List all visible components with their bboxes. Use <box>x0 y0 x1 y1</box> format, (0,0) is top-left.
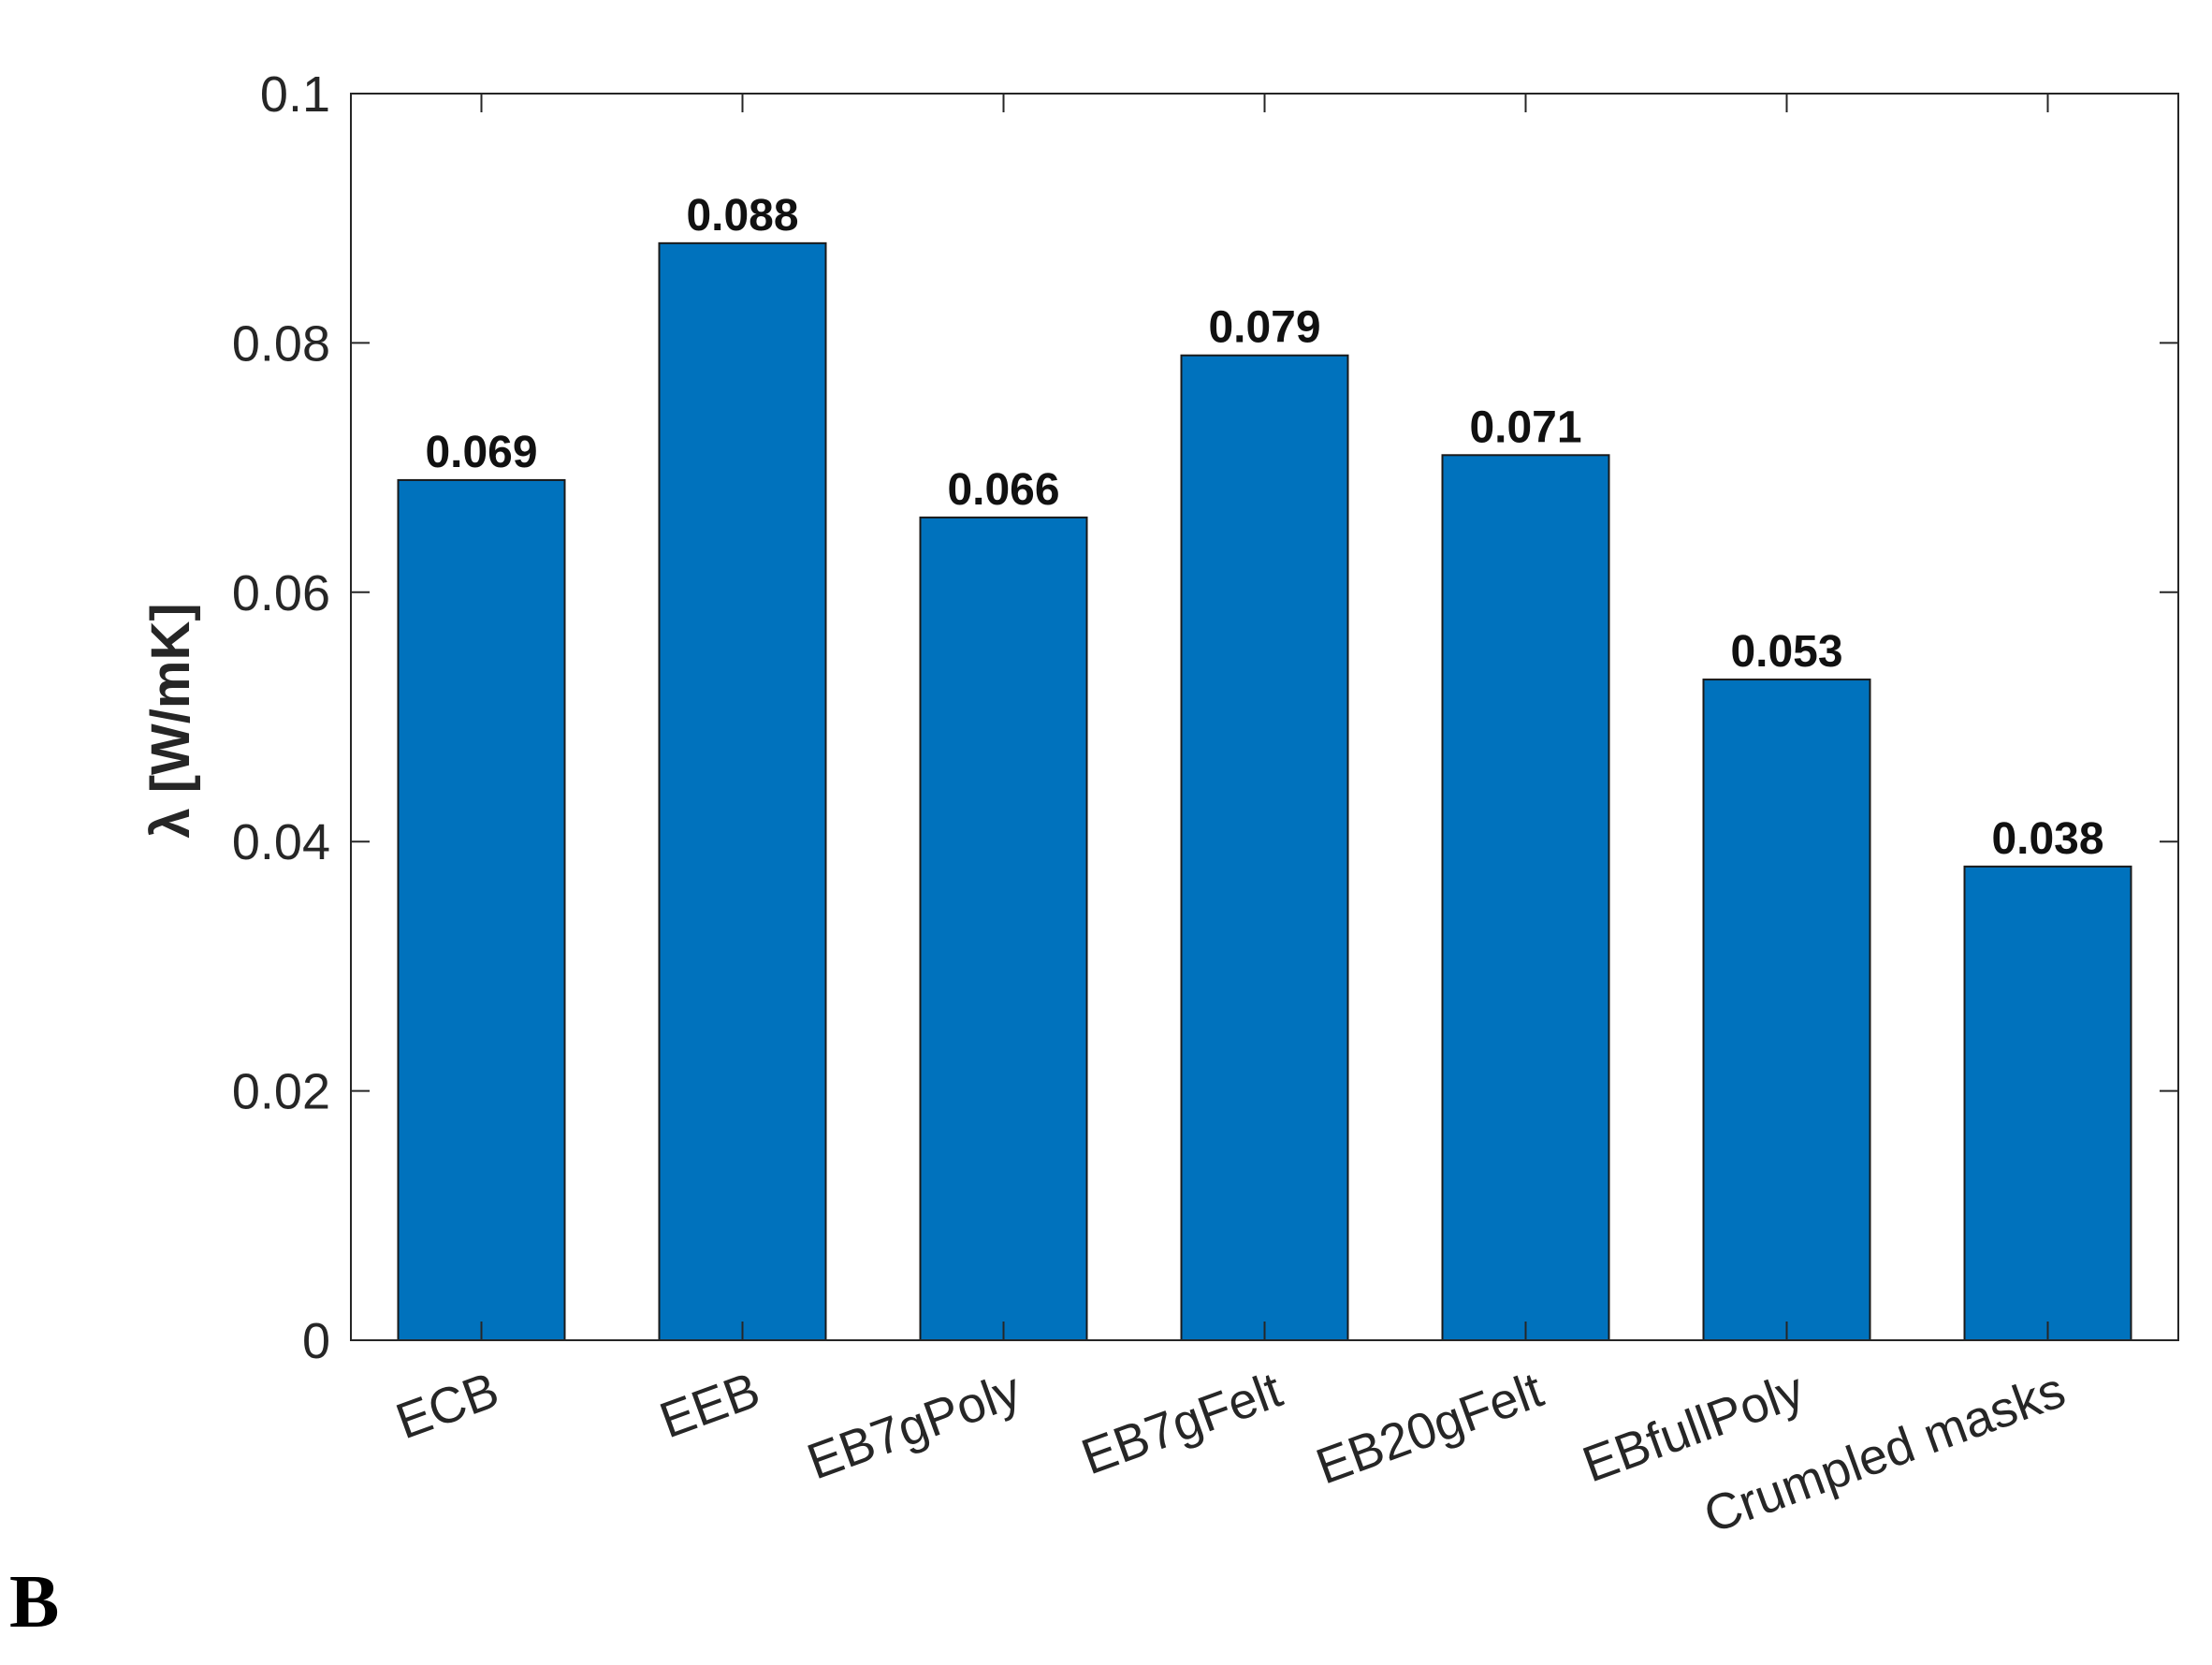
bar-eb20gfelt <box>1441 454 1610 1341</box>
data-label: 0.066 <box>947 465 1059 515</box>
data-label: 0.069 <box>425 428 537 477</box>
y-tick-label: 0.1 <box>260 66 330 123</box>
data-label: 0.053 <box>1730 627 1842 677</box>
x-tick-label: EB7gPoly <box>800 1362 1027 1490</box>
data-label: 0.038 <box>1991 814 2103 864</box>
x-tick-label: EB7gFelt <box>1074 1362 1288 1485</box>
bar-eb7gfelt <box>1180 354 1349 1342</box>
y-axis-label: λ [W/mK] <box>140 603 201 838</box>
panel-label: B <box>9 1561 60 1643</box>
y-tick-label: 0.04 <box>232 814 330 870</box>
bar-eb7gpoly <box>919 516 1088 1341</box>
data-label: 0.088 <box>686 191 798 241</box>
x-tick-label: EEB <box>653 1362 767 1449</box>
data-label: 0.071 <box>1469 402 1581 452</box>
bar-crumpled-masks <box>1963 865 2132 1342</box>
bar-ecb <box>397 478 566 1341</box>
bar-ebfullpoly <box>1702 679 1871 1341</box>
data-label: 0.079 <box>1208 303 1320 353</box>
y-tick-label: 0.02 <box>232 1064 330 1120</box>
x-tick-label: ECB <box>389 1362 506 1450</box>
x-tick-label: EB20gFelt <box>1309 1362 1550 1496</box>
bars-layer <box>397 241 2132 1342</box>
y-tick-label: 0.08 <box>232 315 330 372</box>
bar-eeb <box>658 241 827 1342</box>
y-tick-label: 0 <box>302 1313 330 1369</box>
axes-layer <box>350 93 2179 1341</box>
y-tick-label: 0.06 <box>232 565 330 621</box>
